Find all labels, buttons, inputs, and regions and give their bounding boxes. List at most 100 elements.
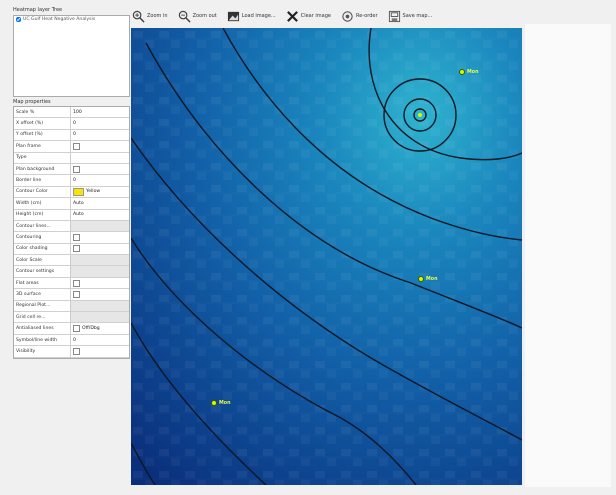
contour-line: [131, 442, 156, 485]
property-value-text: 0: [73, 132, 76, 138]
zoom-out-label: Zoom out: [192, 13, 217, 19]
property-row[interactable]: Contour lines...: [14, 220, 129, 233]
property-value-text: 0: [73, 337, 76, 343]
property-row[interactable]: Symbol/line width 0: [14, 334, 129, 347]
property-row[interactable]: Contouring: [14, 232, 129, 244]
load-image-button[interactable]: Load image...: [227, 10, 276, 23]
property-value-text: Yellow: [86, 189, 101, 195]
property-row[interactable]: Width (cm) Auto: [14, 198, 129, 210]
property-value[interactable]: [71, 289, 129, 299]
clear-image-button[interactable]: Clear image: [286, 10, 331, 23]
marker-label: Mon: [467, 69, 479, 75]
re-order-button[interactable]: Re-order: [341, 10, 378, 23]
property-row[interactable]: Type: [14, 152, 129, 164]
contour-line: [131, 137, 522, 441]
property-value[interactable]: [71, 164, 129, 174]
property-value[interactable]: Auto: [71, 198, 129, 208]
property-value[interactable]: [71, 141, 129, 151]
property-row[interactable]: Antialiased lines Off/Dbg: [14, 323, 129, 335]
properties-grid: Scale % 100 X offset (%) 0 Y offset (%) 0 Plan…: [13, 106, 130, 359]
checkbox-icon[interactable]: [73, 279, 80, 287]
property-value[interactable]: [71, 232, 129, 242]
contour-ring: [413, 108, 427, 122]
property-row[interactable]: Height (cm) Auto: [14, 209, 129, 221]
property-key: Width (cm): [14, 198, 71, 209]
property-row[interactable]: Grid cell re...: [14, 312, 129, 324]
property-key: Symbol/line width: [14, 334, 71, 346]
map-marker[interactable]: Mon: [459, 69, 478, 75]
property-value-text: Off/Dbg: [82, 326, 100, 332]
property-row[interactable]: Plan frame: [14, 141, 129, 153]
checkbox-icon[interactable]: [73, 347, 80, 355]
layer-item-label: UC Gulf Heat Negative Analysis: [23, 17, 96, 22]
heatmap-canvas[interactable]: [131, 28, 522, 485]
magnifier-minus-icon: [178, 10, 191, 23]
re-order-label: Re-order: [355, 13, 378, 19]
property-value[interactable]: 0: [71, 130, 129, 140]
property-value[interactable]: [71, 266, 129, 277]
property-row[interactable]: Scale % 100: [14, 107, 129, 119]
property-row[interactable]: Contour Color Yellow: [14, 186, 129, 199]
property-key: Color Scale: [14, 255, 71, 266]
property-value[interactable]: [71, 300, 129, 312]
property-row[interactable]: Regional Plot...: [14, 300, 129, 313]
right-panel: [525, 24, 611, 487]
property-value[interactable]: 0: [71, 175, 129, 185]
layer-tree[interactable]: UC Gulf Heat Negative Analysis: [13, 15, 130, 97]
property-value[interactable]: [71, 255, 129, 266]
contour-ring: [383, 78, 457, 152]
property-row[interactable]: Plan background: [14, 163, 129, 176]
property-value[interactable]: Off/Dbg: [71, 323, 129, 333]
property-row[interactable]: Border line 0: [14, 175, 129, 187]
property-value[interactable]: [71, 244, 129, 254]
property-value[interactable]: [71, 153, 129, 163]
map-marker[interactable]: Mon: [418, 276, 437, 282]
property-value[interactable]: [71, 278, 129, 288]
property-value[interactable]: [71, 312, 129, 323]
layer-checkbox[interactable]: [16, 17, 21, 22]
property-key: Plan background: [14, 163, 71, 175]
checkbox-icon[interactable]: [73, 142, 80, 150]
property-key: Visibility: [14, 346, 71, 357]
toolbar: Zoom in Zoom out Load image... Clear ima…: [132, 8, 432, 24]
property-value[interactable]: Yellow: [71, 187, 129, 197]
checkbox-icon[interactable]: [73, 233, 80, 241]
map-marker[interactable]: Mon: [211, 400, 230, 406]
property-value[interactable]: [71, 220, 129, 232]
magnifier-plus-icon: [132, 10, 145, 23]
property-row[interactable]: Contour settings: [14, 266, 129, 278]
property-key: Contour settings: [14, 266, 71, 277]
property-row[interactable]: Color shading: [14, 243, 129, 256]
checkbox-icon[interactable]: [73, 290, 80, 298]
property-value[interactable]: 0: [71, 118, 129, 128]
property-key: Contour lines...: [14, 220, 71, 232]
property-value[interactable]: Auto: [71, 210, 129, 220]
property-row[interactable]: Flat areas: [14, 277, 129, 290]
contour-line: [145, 42, 522, 329]
property-key: Y offset (%): [14, 129, 71, 141]
refresh-icon: [342, 10, 353, 22]
property-value-text: Auto: [73, 212, 84, 218]
property-row[interactable]: 3D surface: [14, 289, 129, 301]
property-row[interactable]: X offset (%) 0: [14, 118, 129, 130]
zoom-out-button[interactable]: Zoom out: [178, 10, 217, 23]
color-swatch-icon[interactable]: [73, 187, 84, 196]
contour-line: [222, 28, 522, 241]
contour-line: [131, 237, 417, 485]
property-row[interactable]: Color Scale: [14, 255, 129, 267]
checkbox-icon[interactable]: [73, 245, 80, 253]
save-map-button[interactable]: Save map...: [388, 10, 433, 23]
property-row[interactable]: Visibility: [14, 346, 129, 358]
property-key: Contour Color: [14, 186, 71, 198]
save-map-label: Save map...: [402, 13, 433, 19]
property-value[interactable]: 0: [71, 335, 129, 345]
property-value[interactable]: 100: [71, 107, 129, 117]
property-key: Regional Plot...: [14, 300, 71, 312]
property-value[interactable]: [71, 346, 129, 356]
property-row[interactable]: Y offset (%) 0: [14, 129, 129, 142]
layer-tree-item[interactable]: UC Gulf Heat Negative Analysis: [16, 17, 127, 22]
zoom-in-button[interactable]: Zoom in: [132, 10, 168, 23]
checkbox-icon[interactable]: [73, 325, 80, 333]
checkbox-icon[interactable]: [73, 165, 80, 173]
contour-line: [131, 322, 267, 485]
